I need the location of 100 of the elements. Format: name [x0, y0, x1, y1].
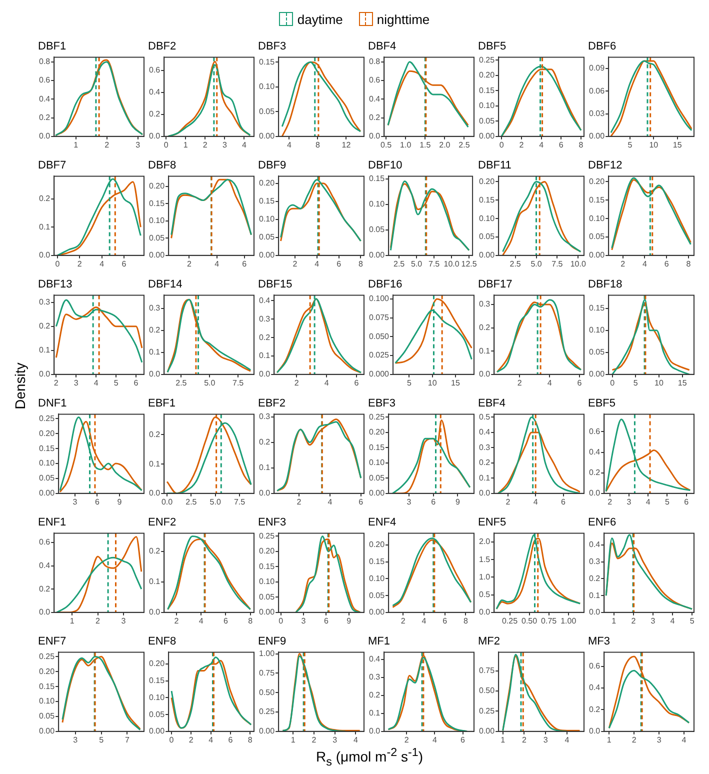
- y-tick-label: 0.6: [588, 662, 601, 671]
- x-tick-label: 1: [183, 140, 188, 150]
- y-tick-label: 0.10: [368, 458, 386, 468]
- x-tick-label: 3: [543, 735, 548, 744]
- y-tick-label: 0.20: [148, 182, 166, 191]
- chart-title: DBF14: [148, 278, 182, 291]
- chart-title: MF1: [368, 636, 390, 648]
- x-tick-label: 6: [228, 735, 234, 744]
- y-tick-label: 0.25: [258, 531, 276, 540]
- x-tick-label: 0.25: [502, 616, 518, 626]
- y-tick-label: 0.4: [38, 94, 51, 104]
- y-tick-label: 0.10: [588, 326, 606, 335]
- y-tick-label: 0.09: [588, 64, 606, 73]
- y-tick-label: 0.25: [258, 707, 276, 716]
- x-tick-label: 4: [198, 616, 204, 626]
- x-tick-label: 0: [55, 259, 60, 268]
- legend-label: nighttime: [376, 12, 430, 26]
- chart-title: DBF5: [478, 40, 506, 53]
- y-tick-label: 0.2: [368, 112, 381, 122]
- y-tick-label: 0.00: [588, 370, 606, 379]
- y-tick-label: 0.15: [258, 57, 276, 66]
- y-tick-label: 1.5: [478, 554, 491, 564]
- y-tick-label: 0.2: [258, 438, 271, 447]
- y-tick-label: 0.15: [368, 174, 386, 183]
- y-tick-label: 0.0: [38, 608, 51, 617]
- x-tick-label: 5.0: [204, 378, 216, 388]
- chart-title: ENF9: [258, 636, 286, 648]
- y-tick-label: 0.00: [368, 608, 386, 617]
- y-tick-label: 0.15: [38, 444, 56, 453]
- y-tick-label: 1.0: [478, 572, 491, 582]
- y-tick-label: 0.10: [478, 101, 496, 110]
- x-tick-label: 10: [654, 378, 664, 388]
- x-tick-label: 6: [684, 497, 690, 506]
- y-tick-label: 0.0: [478, 488, 491, 498]
- x-tick-label: 2: [188, 735, 194, 744]
- y-tick-label: 0.15: [368, 442, 386, 452]
- x-tick-label: 3: [626, 497, 632, 506]
- x-tick-label: 2.5: [394, 259, 406, 268]
- x-tick-label: 6: [577, 378, 582, 388]
- x-tick-label: 6: [336, 259, 342, 268]
- y-tick-label: 0.00: [588, 132, 606, 141]
- x-tick-label: 4: [539, 140, 544, 150]
- y-tick-label: 0.03: [588, 108, 606, 118]
- chart-title: DBF10: [368, 160, 402, 172]
- y-tick-label: 0.1: [258, 351, 271, 360]
- chart-title: DBF8: [148, 160, 176, 172]
- x-tick-label: 2: [631, 616, 636, 626]
- y-tick-label: 0.20: [38, 666, 56, 676]
- y-tick-label: 0.0: [38, 132, 51, 141]
- chart-title: ENF8: [148, 636, 176, 648]
- x-tick-label: 5.0: [210, 497, 222, 506]
- y-tick-label: 0.15: [368, 557, 386, 566]
- x-tick-label: 2: [608, 497, 613, 506]
- x-tick-label: 4: [564, 735, 570, 744]
- y-tick-label: 0.10: [368, 574, 386, 583]
- x-tick-label: 8: [358, 259, 364, 268]
- chart-title: EBF5: [588, 398, 616, 410]
- y-tick-label: 0.1: [148, 459, 161, 468]
- x-tick-label: 6: [94, 497, 100, 506]
- y-tick-label: 0.00: [38, 726, 56, 736]
- y-tick-label: 0.20: [38, 428, 56, 438]
- y-tick-label: 0.05: [148, 233, 166, 242]
- y-tick-label: 0.3: [258, 314, 271, 324]
- x-tick-label: 6: [442, 616, 448, 626]
- x-tick-label: 2: [312, 735, 317, 744]
- chart-title: DBF13: [38, 278, 72, 291]
- x-tick-label: 5: [99, 735, 104, 744]
- chart-title: ENF6: [588, 516, 616, 529]
- x-tick-label: 4: [287, 140, 292, 150]
- y-tick-label: 0.25: [478, 706, 496, 716]
- y-tick-label: 0.3: [478, 442, 491, 452]
- y-tick-label: 0.25: [38, 414, 56, 423]
- y-tick-label: 0.8: [38, 57, 51, 66]
- x-tick-label: 4: [208, 735, 214, 744]
- y-tick-label: 0.15: [38, 682, 56, 691]
- y-tick-label: 0.20: [148, 659, 166, 668]
- y-tick-label: 0.00: [478, 132, 496, 141]
- x-tick-label: 1: [612, 616, 617, 626]
- y-tick-label: 0.3: [258, 412, 271, 421]
- y-tick-label: 0.25: [478, 55, 496, 64]
- x-tick-label: 6: [664, 259, 670, 268]
- y-tick-label: 0.0: [148, 370, 161, 379]
- y-tick-label: 0.2: [478, 458, 491, 468]
- x-tick-label: 2: [77, 259, 82, 268]
- y-tick-label: 0.4: [368, 94, 381, 104]
- y-tick-label: 0.05: [148, 710, 166, 719]
- x-tick-label: 3: [136, 140, 141, 150]
- chart-title: DBF18: [588, 278, 622, 291]
- y-tick-label: 0.2: [588, 468, 601, 478]
- y-tick-label: 0.10: [38, 696, 56, 706]
- x-tick-label: 8: [463, 616, 468, 626]
- y-tick-label: 0.0: [38, 250, 51, 260]
- y-tick-label: 0.1: [478, 473, 491, 482]
- x-tick-label: 5: [690, 616, 695, 626]
- chart-title: DBF9: [258, 160, 286, 172]
- y-tick-label: 0.0: [478, 370, 491, 379]
- y-tick-label: 0.3: [588, 557, 601, 566]
- y-tick-label: 0.00: [478, 726, 496, 736]
- x-tick-label: 10.0: [570, 259, 586, 268]
- y-tick-label: 0.0: [368, 132, 381, 141]
